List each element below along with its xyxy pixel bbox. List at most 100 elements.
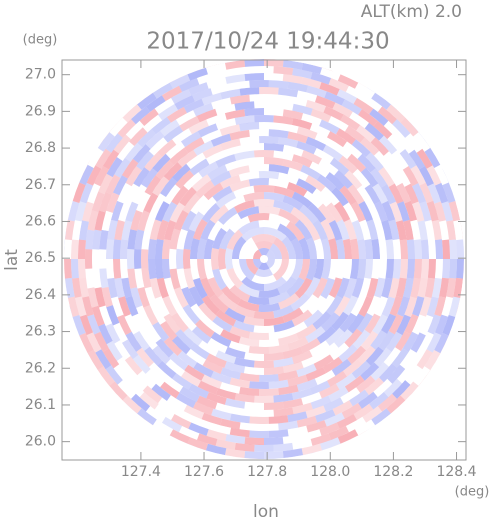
field-cell [224, 109, 246, 120]
field-cell [374, 296, 388, 317]
field-cell [188, 383, 209, 399]
field-cell [149, 277, 162, 299]
field-cell [448, 296, 461, 318]
field-cell [221, 286, 241, 305]
field-cell [388, 314, 404, 335]
field-cell [99, 229, 109, 250]
field-cell [210, 423, 232, 435]
field-cell [239, 136, 260, 146]
field-cell [419, 201, 432, 222]
field-cell [120, 259, 129, 279]
field-cell [124, 183, 140, 204]
field-cell [196, 72, 218, 85]
field-cell [291, 154, 313, 168]
field-cell [345, 416, 367, 433]
field-cell [291, 191, 313, 209]
field-cell [412, 183, 426, 204]
field-cell [347, 184, 365, 205]
field-cell [334, 201, 351, 223]
field-cell [110, 296, 124, 318]
field-cell [125, 295, 139, 317]
field-cell [342, 295, 359, 316]
field-cell [255, 268, 273, 277]
field-cell [410, 277, 421, 299]
field-cell [176, 268, 188, 290]
field-cell [189, 158, 210, 176]
field-cell [87, 210, 99, 231]
field-cell [254, 100, 274, 109]
field-cell [292, 68, 313, 79]
field-cell [219, 382, 241, 394]
field-cell [125, 201, 139, 223]
field-cell [190, 259, 200, 280]
field-cell [163, 337, 183, 357]
field-cell [328, 259, 338, 280]
field-cell [321, 238, 331, 259]
field-cell [85, 268, 95, 289]
field-cell [286, 181, 308, 197]
field-cell [232, 236, 247, 259]
field-cell [278, 420, 299, 431]
field-cell [163, 125, 184, 143]
field-cell [144, 346, 163, 366]
field-cell [358, 391, 378, 409]
field-cell [442, 315, 456, 336]
field-cell [282, 434, 303, 444]
field-cell [183, 229, 196, 250]
field-cell [439, 220, 449, 241]
field-cell [403, 277, 414, 299]
field-cell [191, 174, 212, 192]
field-cell [264, 192, 285, 202]
field-cell [85, 229, 95, 250]
y-tick-label: 26.5 [25, 250, 56, 266]
field-cell [392, 119, 411, 138]
field-cell [273, 199, 294, 214]
field-cell [224, 448, 246, 459]
field-cell [282, 307, 304, 323]
field-cell [258, 262, 270, 270]
field-cell [404, 183, 419, 204]
field-cell [386, 166, 403, 187]
field-cell [145, 369, 165, 388]
field-cell [144, 322, 162, 343]
field-cell [202, 359, 223, 375]
field-cell [431, 277, 442, 299]
field-cell [233, 319, 255, 333]
field-cell [370, 362, 389, 381]
field-cell [152, 153, 171, 173]
field-cell [106, 192, 120, 213]
field-cell [171, 89, 192, 104]
field-cell [176, 248, 184, 270]
field-cell [183, 172, 203, 191]
field-cell [278, 87, 299, 98]
field-cell [292, 439, 313, 450]
field-cell [304, 220, 321, 241]
field-cell [248, 164, 270, 173]
field-cell [291, 350, 313, 364]
field-cell [243, 143, 264, 152]
field-cell [296, 415, 318, 428]
field-cell [165, 359, 185, 377]
field-cell [341, 99, 362, 116]
field-cell [220, 138, 241, 151]
field-cell [323, 106, 344, 121]
field-cell [219, 228, 235, 250]
field-cell [215, 103, 236, 116]
field-cell [253, 360, 275, 368]
field-cell [268, 415, 289, 424]
field-cell [364, 259, 373, 280]
field-cell [211, 97, 232, 110]
field-cell [300, 164, 321, 181]
field-cell [412, 201, 425, 222]
field-cell [183, 404, 205, 420]
field-cell [365, 346, 384, 366]
field-cell [268, 129, 289, 139]
field-cell [109, 117, 128, 137]
field-cell [344, 328, 363, 348]
field-cell [287, 374, 308, 387]
field-cell [424, 147, 441, 169]
field-cell [307, 295, 327, 315]
field-cell [145, 130, 165, 149]
field-cell [268, 329, 290, 340]
field-cell [207, 164, 228, 181]
